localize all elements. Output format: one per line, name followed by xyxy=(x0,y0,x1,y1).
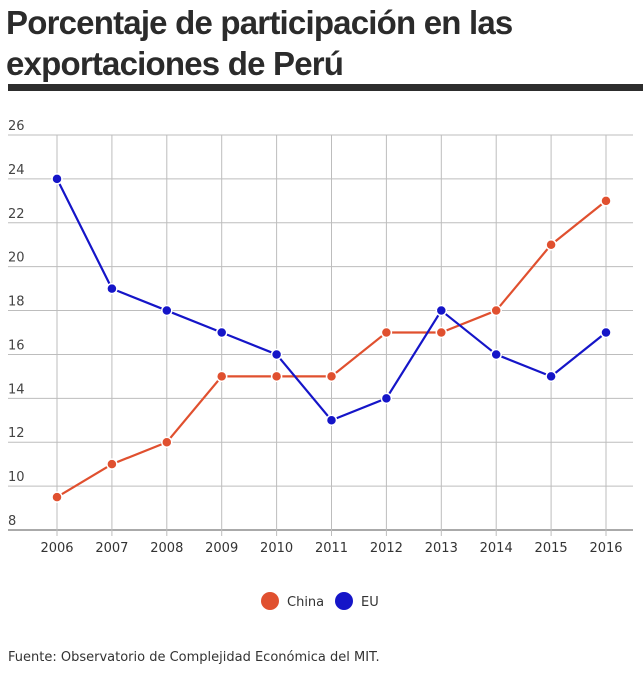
data-point-china xyxy=(106,458,118,470)
data-point-eu xyxy=(270,348,283,361)
data-point-eu xyxy=(435,304,448,317)
x-tick-label: 2007 xyxy=(95,541,128,556)
data-point-eu xyxy=(380,392,393,405)
x-tick-label: 2016 xyxy=(589,541,622,556)
x-tick-label: 2009 xyxy=(205,541,238,556)
data-point-eu xyxy=(215,326,228,339)
y-tick-label: 18 xyxy=(8,295,25,310)
y-tick-label: 22 xyxy=(8,207,25,222)
legend-marker-china xyxy=(261,592,279,610)
data-point-china xyxy=(545,238,557,251)
x-tick-label: 2008 xyxy=(150,541,183,556)
y-tick-label: 24 xyxy=(8,163,25,178)
title-divider xyxy=(8,84,643,91)
data-point-china xyxy=(161,436,173,448)
y-tick-label: 12 xyxy=(8,426,25,441)
x-tick-label: 2010 xyxy=(260,541,293,556)
legend-marker-eu xyxy=(335,592,353,610)
data-point-eu xyxy=(545,370,557,383)
legend-label-eu: EU xyxy=(361,595,379,610)
y-tick-label: 16 xyxy=(8,338,25,353)
y-tick-label: 20 xyxy=(8,251,25,266)
y-tick-label: 8 xyxy=(8,514,16,529)
data-point-eu xyxy=(490,348,502,361)
data-point-china xyxy=(325,370,338,383)
data-point-eu xyxy=(161,304,173,317)
legend-label-china: China xyxy=(287,595,324,610)
x-tick-label: 2015 xyxy=(535,541,568,556)
data-point-china xyxy=(435,326,448,339)
data-point-china xyxy=(600,195,612,207)
x-tick-label: 2011 xyxy=(315,541,348,556)
x-tick-label: 2014 xyxy=(480,541,513,556)
data-point-eu xyxy=(106,282,118,295)
chart-title: Porcentaje de participación en las expor… xyxy=(6,4,513,82)
x-tick-label: 2013 xyxy=(425,541,458,556)
y-tick-label: 14 xyxy=(8,382,25,397)
data-point-eu xyxy=(51,173,63,185)
data-point-china xyxy=(380,326,393,339)
data-point-eu xyxy=(325,414,338,427)
data-point-china xyxy=(270,370,283,383)
data-point-eu xyxy=(600,326,612,339)
data-point-china xyxy=(215,370,228,383)
data-point-china xyxy=(490,304,502,317)
line-chart: 8 10 12 14 16 18 20 22 24 26 2006 2007 2008 2009 2010 2… xyxy=(8,119,633,610)
x-tick-label: 2006 xyxy=(40,541,73,556)
x-tick-label: 2012 xyxy=(370,541,403,556)
y-tick-label: 10 xyxy=(8,470,25,485)
source-note: Fuente: Observatorio de Complejidad Econ… xyxy=(8,650,380,665)
y-tick-label: 26 xyxy=(8,119,25,134)
data-point-china xyxy=(51,491,63,503)
